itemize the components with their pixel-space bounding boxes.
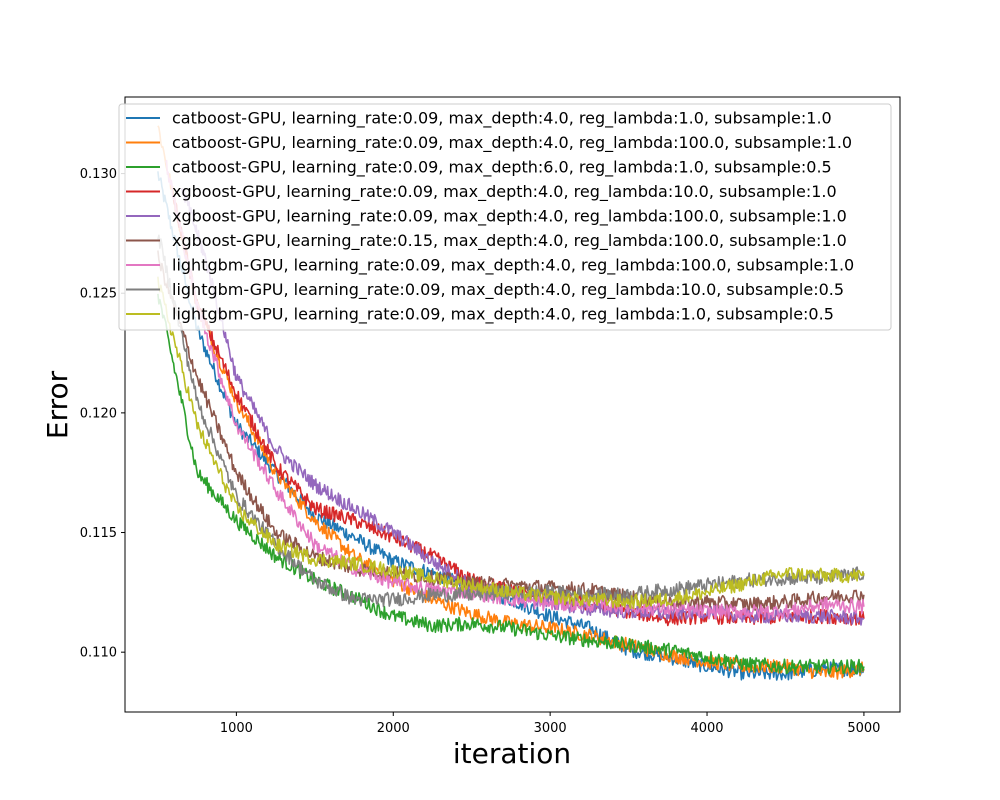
- legend-box: [118, 103, 892, 331]
- series-line-6: [157, 250, 865, 612]
- legend-label: xgboost-GPU, learning_rate:0.09, max_dep…: [172, 182, 837, 202]
- legend-label: catboost-GPU, learning_rate:0.09, max_de…: [172, 133, 852, 153]
- series-line-3: [157, 293, 865, 675]
- legend-label: catboost-GPU, learning_rate:0.09, max_de…: [172, 158, 832, 178]
- y-tick-label: 0.115: [80, 526, 117, 541]
- x-axis: 1000 2000 3000 4000 5000: [220, 712, 880, 736]
- legend-label: xgboost-GPU, learning_rate:0.09, max_dep…: [172, 207, 847, 227]
- x-tick-label: 5000: [847, 721, 880, 736]
- legend: catboost-GPU, learning_rate:0.09, max_de…: [118, 103, 892, 331]
- series-line-7: [165, 159, 865, 620]
- legend-label: lightgbm-GPU, learning_rate:0.09, max_de…: [172, 256, 854, 276]
- x-axis-title: iteration: [453, 737, 571, 770]
- series-layer: [157, 125, 865, 681]
- x-tick-label: 2000: [377, 721, 410, 736]
- y-tick-label: 0.130: [80, 167, 117, 182]
- y-tick-label: 0.110: [80, 646, 117, 661]
- series-line-9: [157, 276, 865, 610]
- x-tick-label: 3000: [534, 721, 567, 736]
- legend-label: xgboost-GPU, learning_rate:0.15, max_dep…: [172, 231, 847, 251]
- series-line-8: [157, 234, 865, 608]
- y-tick-label: 0.125: [80, 287, 117, 302]
- y-tick-label: 0.120: [80, 406, 117, 421]
- x-tick-label: 4000: [690, 721, 723, 736]
- y-axis: 0.110 0.115 0.120 0.125 0.130: [80, 167, 125, 661]
- x-tick-label: 1000: [220, 721, 253, 736]
- legend-label: lightgbm-GPU, learning_rate:0.09, max_de…: [172, 280, 844, 300]
- legend-label: catboost-GPU, learning_rate:0.09, max_de…: [172, 109, 832, 129]
- legend-items: catboost-GPU, learning_rate:0.09, max_de…: [126, 109, 854, 325]
- plot-frame: [124, 96, 901, 713]
- legend-label: lightgbm-GPU, learning_rate:0.09, max_de…: [172, 305, 834, 325]
- y-axis-title: Error: [41, 370, 74, 439]
